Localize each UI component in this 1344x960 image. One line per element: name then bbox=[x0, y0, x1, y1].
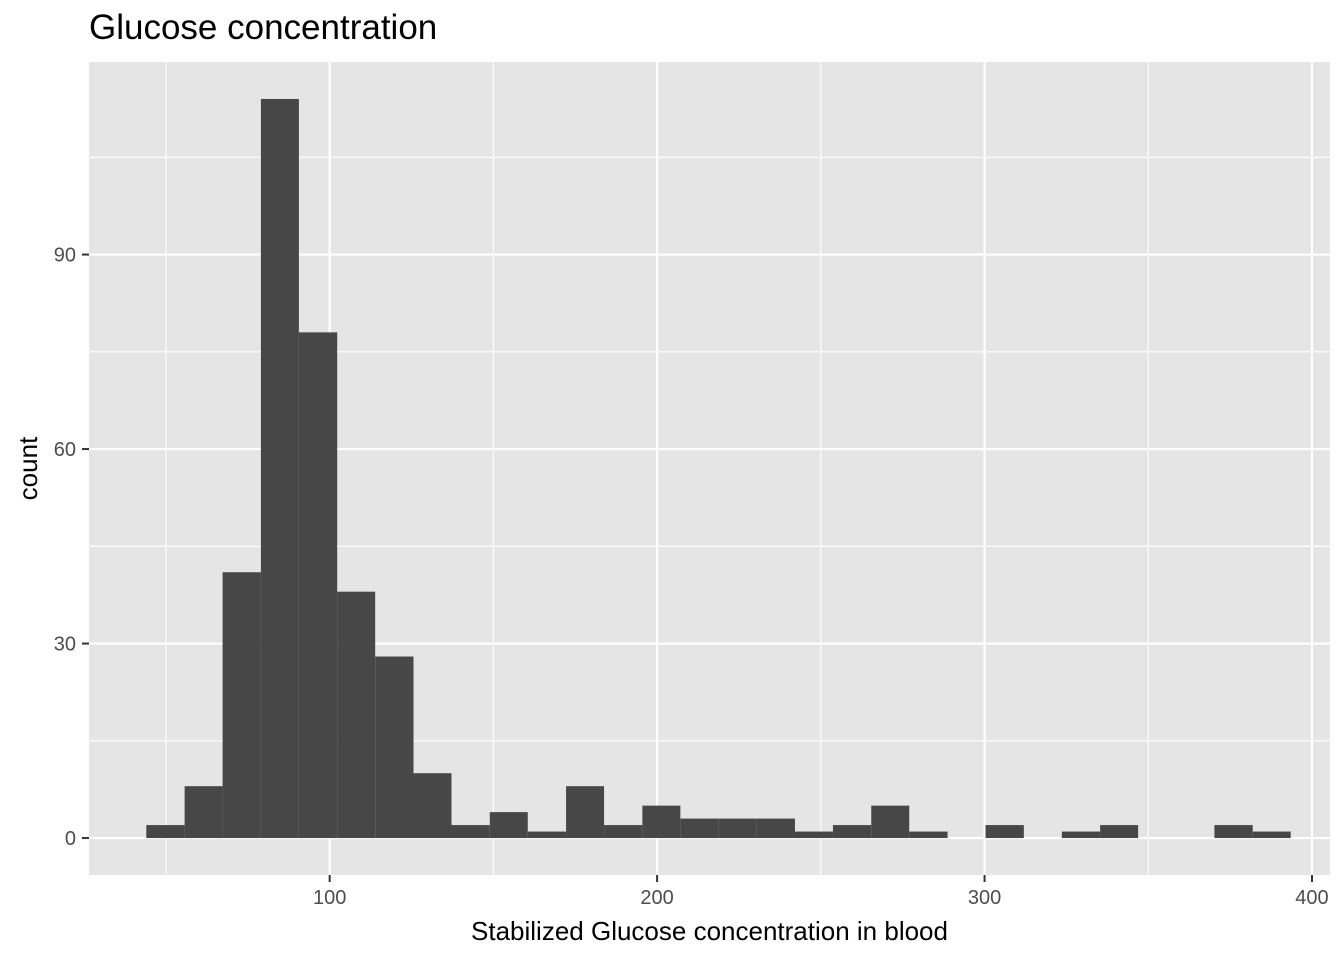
histogram-bar bbox=[1214, 825, 1253, 839]
histogram-bar bbox=[566, 786, 605, 839]
histogram-bar bbox=[489, 812, 528, 839]
y-tick-label: 60 bbox=[54, 439, 76, 461]
histogram-bar bbox=[680, 818, 719, 839]
x-tick-label: 200 bbox=[640, 887, 673, 909]
histogram-bars bbox=[146, 98, 1291, 839]
x-tick-label: 400 bbox=[1295, 887, 1328, 909]
histogram-bar bbox=[642, 805, 681, 839]
histogram-bar bbox=[413, 773, 452, 839]
histogram-bar bbox=[184, 786, 223, 839]
histogram-bar bbox=[756, 818, 795, 839]
histogram-bar bbox=[1100, 825, 1139, 839]
y-axis: 0 30 60 90 bbox=[54, 245, 89, 850]
y-tick-label: 0 bbox=[65, 828, 76, 850]
y-axis-title: count bbox=[13, 436, 43, 500]
histogram-bar bbox=[718, 818, 757, 839]
x-axis: 100 200 300 400 bbox=[313, 875, 1329, 909]
histogram-bar bbox=[794, 831, 833, 839]
x-axis-title: Stabilized Glucose concentration in bloo… bbox=[471, 916, 948, 946]
y-tick-label: 30 bbox=[54, 634, 76, 656]
histogram-bar bbox=[832, 825, 872, 839]
histogram-bar bbox=[1252, 831, 1291, 839]
histogram-bar bbox=[222, 572, 261, 839]
histogram-bar bbox=[604, 825, 643, 839]
histogram-bar bbox=[1061, 831, 1101, 839]
histogram-bar bbox=[375, 656, 414, 839]
histogram-bar bbox=[527, 831, 567, 839]
histogram-bar bbox=[985, 825, 1024, 839]
chart-title: Glucose concentration bbox=[89, 8, 438, 47]
x-tick-label: 100 bbox=[313, 887, 346, 909]
histogram-bar bbox=[871, 805, 910, 839]
y-tick-label: 90 bbox=[54, 245, 76, 267]
histogram-bar bbox=[337, 591, 376, 839]
histogram-bar bbox=[260, 98, 299, 839]
x-tick-label: 300 bbox=[968, 887, 1001, 909]
histogram-bar bbox=[298, 332, 338, 839]
histogram-bar bbox=[146, 825, 185, 839]
histogram-bar bbox=[909, 831, 948, 839]
histogram-bar bbox=[451, 825, 490, 839]
